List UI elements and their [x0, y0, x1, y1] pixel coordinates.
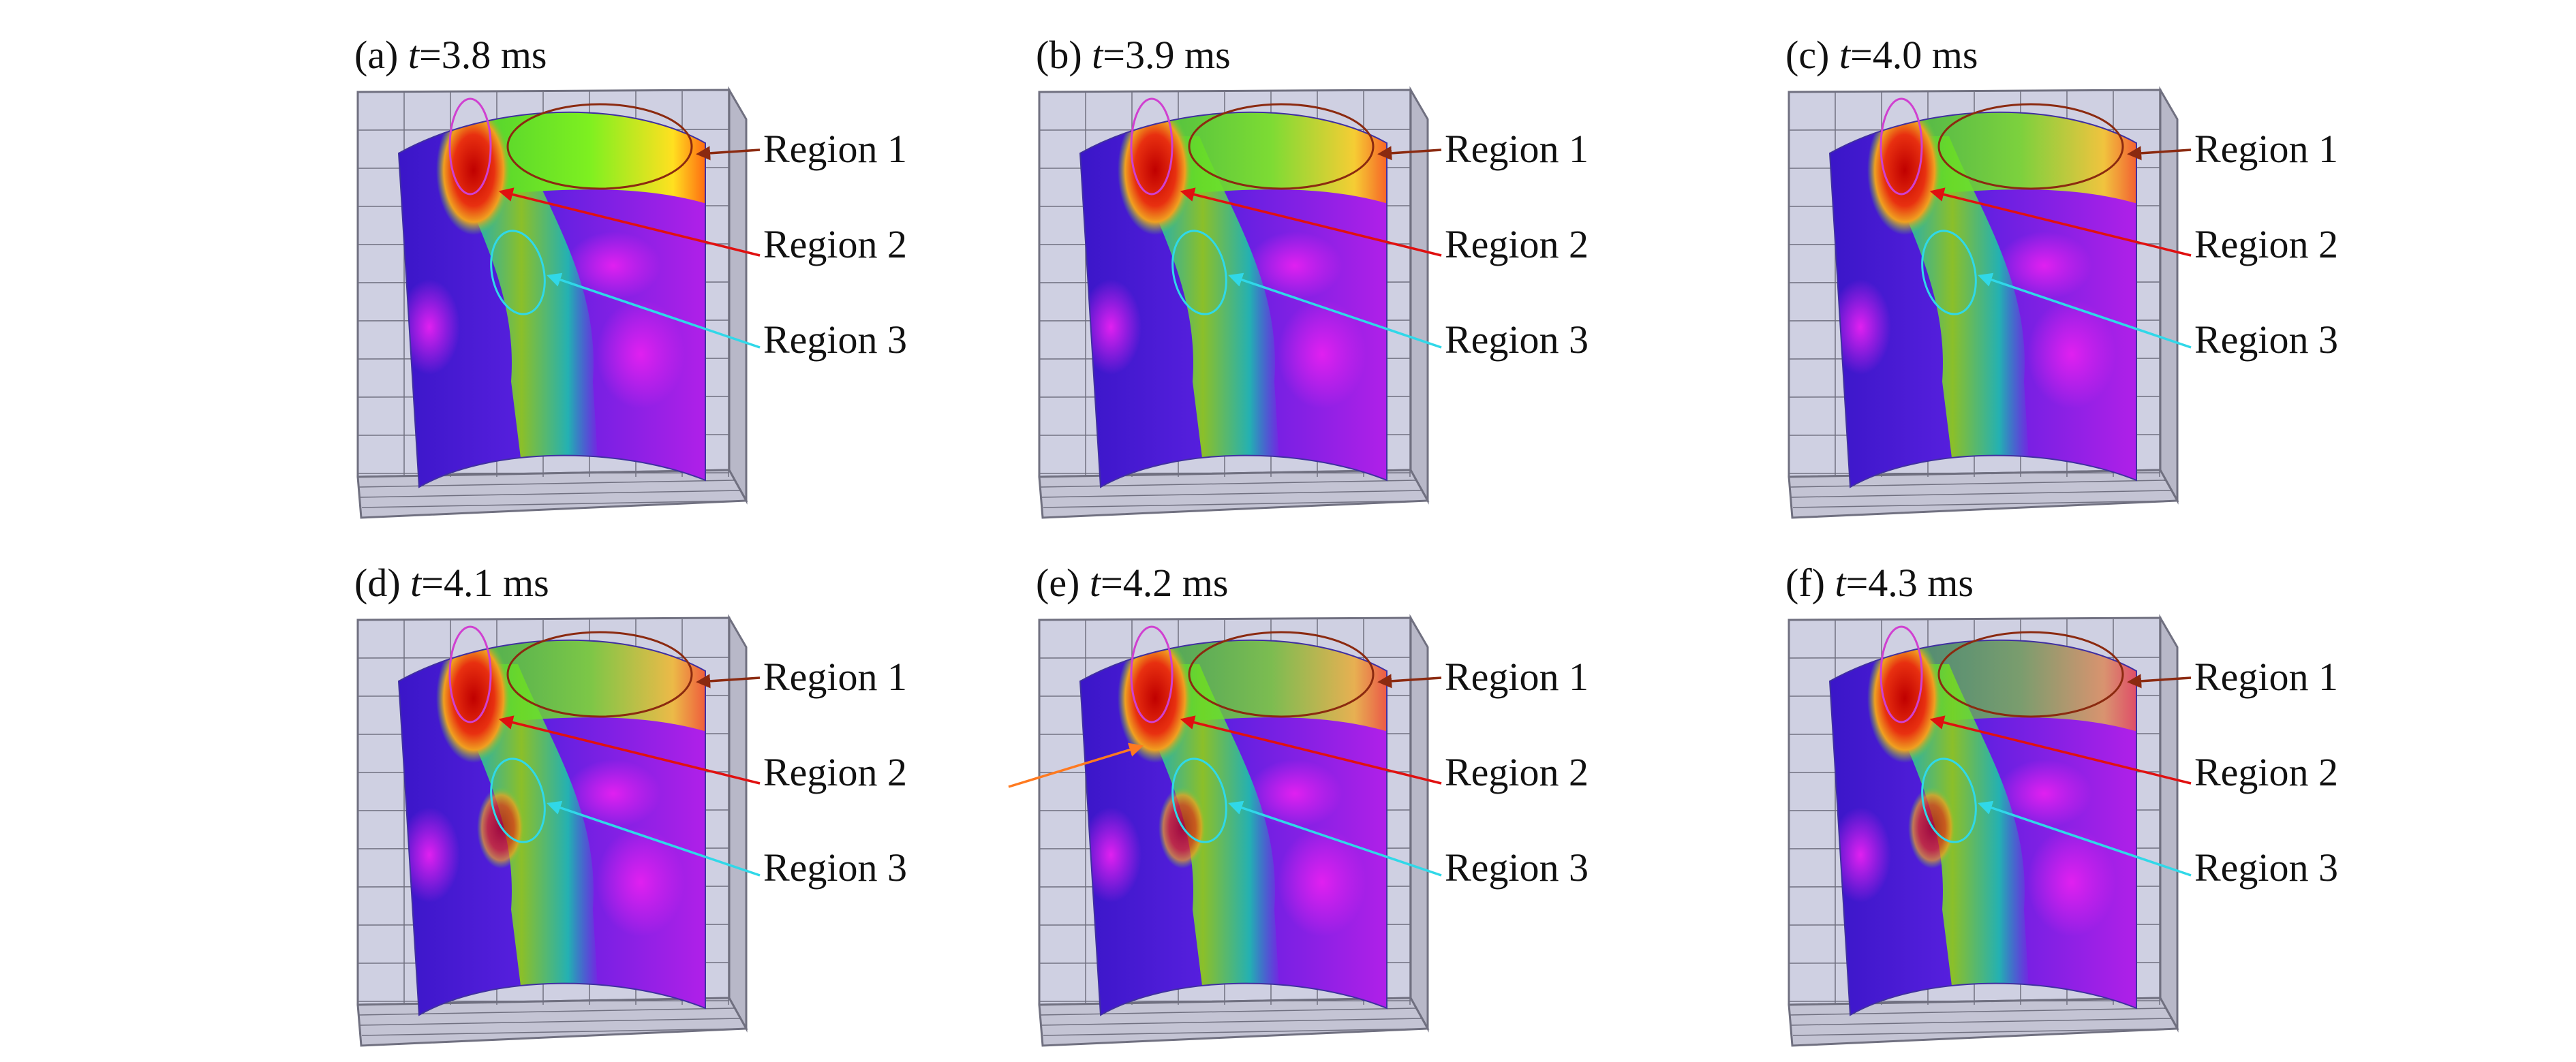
region-label-1: Region 1: [2194, 655, 2338, 699]
panel-f: (f) t=4.3 ms Region 1 Region 2 Region 3: [1785, 561, 2338, 1047]
contour-surface: [1828, 639, 2137, 1016]
region-label-3: Region 3: [1445, 317, 1589, 362]
region2-arrow: [1929, 715, 2192, 785]
region3-ellipse: [490, 758, 546, 843]
region2-arrow: [498, 715, 761, 785]
region3-arrow: [547, 272, 761, 349]
region-label-1: Region 1: [763, 655, 907, 699]
panel-letter: (f): [1785, 561, 1835, 605]
region2-ellipse: [448, 625, 492, 723]
region-label-1: Region 1: [2194, 127, 2338, 171]
time-variable: t: [408, 33, 420, 77]
region1-ellipse: [1188, 631, 1375, 718]
region-label-1: Region 1: [1445, 127, 1589, 171]
region2-ellipse: [448, 97, 492, 196]
region3-ellipse: [490, 230, 546, 315]
panel-d: (d) t=4.1 ms Region 1 Region 2 Region 3: [354, 561, 907, 1047]
region-label-3: Region 3: [763, 845, 907, 890]
region-label-2: Region 2: [1445, 750, 1589, 794]
region1-ellipse: [506, 631, 693, 718]
panel-title: (f) t=4.3 ms: [1785, 561, 1974, 605]
region-label-1: Region 1: [1445, 655, 1589, 699]
time-value: =4.2 ms: [1101, 561, 1228, 605]
extra-arrow: [1008, 743, 1144, 788]
region1-ellipse: [1937, 103, 2124, 190]
region1-arrow: [1377, 674, 1442, 689]
region1-arrow: [1377, 146, 1442, 161]
region-label-2: Region 2: [763, 750, 907, 794]
panel-b: (b) t=3.9 ms Region 1 Region 2 Region 3: [1036, 33, 1589, 519]
panel-a: (a) t=3.8 ms Region 1 Region 2 Region 3: [354, 33, 907, 519]
region1-arrow: [2127, 674, 2192, 689]
time-value: =3.8 ms: [419, 33, 547, 77]
panel-title: (c) t=4.0 ms: [1785, 33, 1978, 77]
contour-surface: [397, 639, 706, 1016]
panel-letter: (a): [354, 33, 408, 77]
time-value: =3.9 ms: [1103, 33, 1230, 77]
panel-letter: (b): [1036, 33, 1092, 77]
region-label-2: Region 2: [2194, 222, 2338, 266]
region-label-2: Region 2: [763, 222, 907, 266]
region2-ellipse: [1130, 97, 1174, 196]
panel-c: (c) t=4.0 ms Region 1 Region 2 Region 3: [1785, 33, 2338, 519]
time-value: =4.3 ms: [1846, 561, 1974, 605]
region-label-3: Region 3: [2194, 317, 2338, 362]
time-variable: t: [1835, 561, 1847, 605]
region3-ellipse: [1921, 230, 1977, 315]
region2-ellipse: [1130, 625, 1174, 723]
region1-arrow: [696, 146, 761, 161]
region3-ellipse: [1171, 758, 1227, 843]
region1-arrow: [696, 674, 761, 689]
region-label-3: Region 3: [763, 317, 907, 362]
time-variable: t: [410, 561, 423, 605]
time-variable: t: [1090, 561, 1102, 605]
panel-e: (e) t=4.2 ms Region 1 Region 2 Region 3: [1008, 561, 1589, 1047]
panel-letter: (d): [354, 561, 410, 605]
region3-ellipse: [1921, 758, 1977, 843]
time-variable: t: [1839, 33, 1852, 77]
region-label-3: Region 3: [2194, 845, 2338, 890]
panel-title: (e) t=4.2 ms: [1036, 561, 1228, 605]
contour-surface: [1828, 111, 2137, 488]
region1-ellipse: [1937, 631, 2124, 718]
region2-arrow: [1180, 715, 1442, 785]
panel-letter: (e): [1036, 561, 1090, 605]
region2-arrow: [498, 187, 761, 257]
region1-ellipse: [1188, 103, 1375, 190]
region3-ellipse: [1171, 230, 1227, 315]
region2-arrow: [1180, 187, 1442, 257]
time-value: =4.0 ms: [1850, 33, 1978, 77]
contour-surface: [1079, 111, 1387, 488]
region-label-3: Region 3: [1445, 845, 1589, 890]
region3-arrow: [547, 800, 761, 877]
region2-arrow: [1929, 187, 2192, 257]
panel-letter: (c): [1785, 33, 1839, 77]
region2-ellipse: [1880, 625, 1923, 723]
time-variable: t: [1092, 33, 1104, 77]
contour-surface: [1079, 639, 1387, 1016]
panel-title: (d) t=4.1 ms: [354, 561, 549, 605]
panel-title: (a) t=3.8 ms: [354, 33, 547, 77]
time-value: =4.1 ms: [421, 561, 549, 605]
region3-arrow: [1228, 272, 1442, 349]
region3-arrow: [1978, 272, 2192, 349]
region-label-2: Region 2: [1445, 222, 1589, 266]
region-label-2: Region 2: [2194, 750, 2338, 794]
region3-arrow: [1978, 800, 2192, 877]
region3-arrow: [1228, 800, 1442, 877]
region1-arrow: [2127, 146, 2192, 161]
region2-ellipse: [1880, 97, 1923, 196]
region1-ellipse: [506, 103, 693, 190]
contour-surface: [397, 111, 706, 488]
panel-title: (b) t=3.9 ms: [1036, 33, 1231, 77]
region-label-1: Region 1: [763, 127, 907, 171]
